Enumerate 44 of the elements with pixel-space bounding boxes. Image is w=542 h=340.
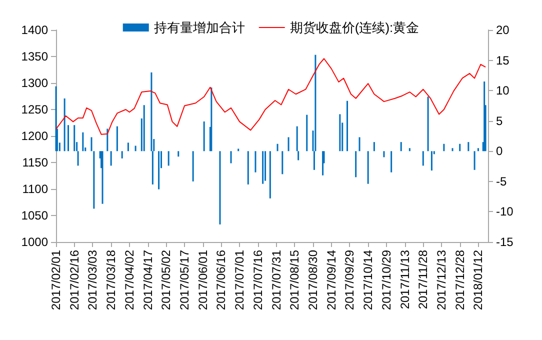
x-tick-label: 2017/06/16 [214, 250, 228, 310]
y-tick-label: 1100 [22, 182, 48, 196]
x-tick-label: 2017/09/29 [342, 250, 357, 310]
x-tick-label: 2018/01/12 [471, 250, 486, 310]
x-tick-label: 2017/07/16 [250, 250, 265, 310]
x-tick-label: 2017/03/18 [104, 250, 118, 310]
x-tick-label: 2017/05/02 [159, 250, 174, 310]
y-tick-label: 1400 [21, 23, 48, 37]
legend-label: 期货收盘价(连续):黄金 [290, 20, 420, 35]
x-tick-label: 2017/06/01 [196, 250, 210, 310]
x-tick-label: 2017/05/17 [178, 250, 192, 310]
y2-tick-label: 10 [496, 84, 510, 98]
y2-tick-label: -5 [496, 174, 507, 188]
y-tick-label: 1300 [21, 76, 48, 90]
x-tick-label: 2017/12/28 [452, 250, 467, 310]
y-tick-label: 1200 [21, 129, 48, 143]
x-tick-label: 2017/04/02 [122, 250, 136, 310]
x-tick-label: 2017/12/13 [434, 250, 448, 310]
y-tick-label: 1150 [22, 156, 48, 170]
x-tick-label: 2017/09/14 [324, 250, 338, 310]
y2-tick-label: 5 [496, 114, 503, 128]
x-tick-label: 2017/03/03 [86, 250, 100, 310]
y2-tick-label: 0 [496, 144, 503, 158]
x-tick-label: 2017/02/16 [67, 250, 82, 310]
legend-label: 持有量增加合计 [154, 20, 245, 35]
y2-tick-label: -15 [496, 235, 514, 249]
x-tick-label: 2017/08/15 [288, 250, 302, 310]
x-tick-label: 2017/11/13 [398, 250, 412, 310]
x-tick-label: 2017/04/17 [140, 250, 155, 310]
x-tick-label: 2017/08/30 [306, 250, 320, 310]
y2-tick-label: -10 [496, 204, 514, 219]
y-tick-label: 1050 [21, 208, 48, 222]
y2-tick-label: 15 [496, 53, 510, 68]
x-tick-label: 2017/07/31 [269, 250, 284, 310]
y2-tick-label: 20 [496, 23, 510, 37]
x-tick-label: 2017/07/01 [232, 250, 247, 310]
x-tick-label: 2017/11/28 [416, 250, 430, 310]
y-tick-label: 1000 [21, 235, 48, 249]
x-tick-label: 2017/10/29 [379, 250, 394, 310]
y-tick-label: 1250 [21, 102, 48, 116]
x-tick-label: 2017/10/14 [361, 250, 376, 310]
y-tick-label: 1350 [21, 50, 48, 64]
x-tick-label: 2017/02/01 [49, 250, 63, 310]
line-series [56, 58, 486, 135]
